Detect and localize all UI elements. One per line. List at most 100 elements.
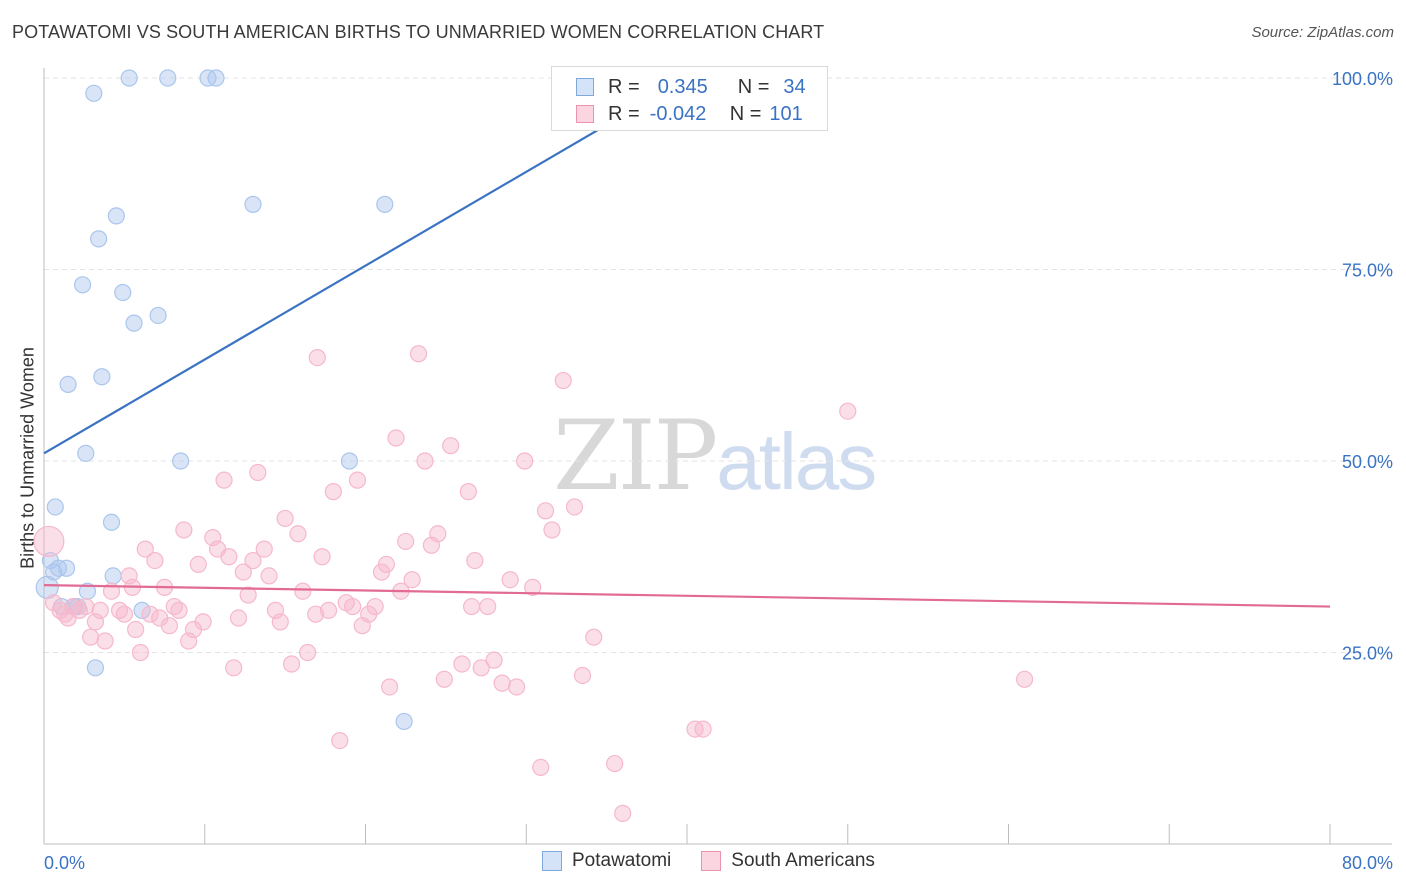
- south-american-point: [255, 540, 273, 558]
- legend-n-label: N =: [737, 75, 770, 98]
- south-american-point: [294, 582, 312, 600]
- south-american-point: [229, 609, 248, 627]
- south-american-point: [694, 720, 712, 738]
- south-american-point: [170, 601, 188, 619]
- south-american-point: [516, 452, 534, 470]
- bottom-legend-south-americans: South Americans: [701, 850, 875, 872]
- south-american-point: [115, 605, 133, 623]
- south-american-point: [307, 605, 325, 623]
- south-american-point: [459, 483, 477, 501]
- south-american-point: [397, 532, 415, 551]
- potawatomi-point: [172, 452, 190, 470]
- potawatomi-point: [120, 69, 138, 87]
- south-american-point: [289, 525, 307, 543]
- potawatomi-point: [107, 207, 125, 225]
- south-american-point: [33, 525, 65, 558]
- south-american-point: [462, 597, 481, 616]
- potawatomi-point: [376, 195, 394, 213]
- x-tick-label: 80.0%: [1342, 853, 1393, 873]
- potawatomi-point: [133, 601, 151, 619]
- legend-swatch-potawatomi: [576, 78, 594, 96]
- south-american-point: [260, 567, 278, 585]
- south-american-point: [96, 632, 114, 650]
- y-tick-label: 50.0%: [1342, 452, 1393, 472]
- south-american-point: [344, 597, 362, 616]
- south-american-point: [249, 463, 267, 482]
- south-american-point: [585, 628, 603, 646]
- south-american-point: [91, 601, 109, 619]
- potawatomi-point: [73, 276, 92, 294]
- potawatomi-trend-line: [43, 77, 688, 455]
- watermark-atlas: atlas: [716, 417, 877, 506]
- south-american-point: [565, 498, 584, 516]
- south-american-point: [331, 731, 349, 750]
- y-axis-label: Births to Unmarried Women: [17, 347, 38, 569]
- south-american-point: [1015, 670, 1034, 688]
- south-american-point: [324, 483, 342, 501]
- legend-n-value: 101: [769, 102, 803, 125]
- potawatomi-point: [46, 498, 64, 516]
- south-american-point: [215, 471, 233, 489]
- south-american-point: [442, 437, 460, 455]
- south-american-point: [501, 571, 519, 589]
- source-label: Source: ZipAtlas.com: [1251, 24, 1394, 41]
- south-american-point: [554, 371, 572, 390]
- legend-row-potawatomi: R = 0.345 N = 34: [576, 74, 806, 100]
- south-american-point: [409, 345, 428, 363]
- potawatomi-point: [159, 69, 177, 87]
- south-american-point: [381, 678, 399, 696]
- chart-title: POTAWATOMI VS SOUTH AMERICAN BIRTHS TO U…: [12, 22, 825, 42]
- bottom-legend-swatch-south-americans: [701, 851, 722, 871]
- legend-swatch-south-americans: [576, 105, 594, 123]
- south-american-point: [131, 643, 150, 662]
- south-american-point: [313, 548, 331, 566]
- south-american-point: [282, 655, 301, 673]
- potawatomi-point: [102, 513, 121, 531]
- south-american-point: [839, 402, 857, 420]
- south-american-point: [472, 659, 490, 677]
- south-american-point: [614, 804, 632, 822]
- south-american-point: [532, 758, 550, 777]
- south-american-point: [493, 674, 511, 692]
- south-american-point: [146, 551, 164, 570]
- south-american-point: [175, 521, 193, 539]
- south-american-point: [77, 597, 95, 616]
- legend-r-value: 0.345: [657, 75, 708, 98]
- bottom-legend-potawatomi: Potawatomi: [542, 850, 671, 872]
- south-american-point: [160, 617, 178, 635]
- potawatomi-point: [93, 368, 111, 386]
- south-american-point: [435, 670, 453, 688]
- south-american-point: [189, 555, 207, 574]
- potawatomi-point: [85, 84, 103, 102]
- south-american-point: [403, 571, 421, 589]
- south-american-point: [239, 586, 257, 604]
- legend-n-label: N =: [729, 102, 762, 125]
- bottom-legend-swatch-potawatomi: [542, 851, 562, 871]
- y-tick-label: 25.0%: [1342, 644, 1393, 664]
- potawatomi-point: [244, 195, 262, 213]
- potawatomi-point: [59, 375, 77, 393]
- legend-n-value: 34: [783, 75, 806, 98]
- south-american-point: [429, 525, 447, 543]
- watermark: ZIPatlas: [553, 400, 877, 512]
- potawatomi-point: [77, 444, 95, 462]
- south-american-point: [366, 597, 384, 616]
- south-american-point: [276, 509, 294, 528]
- y-tick-label: 75.0%: [1342, 261, 1393, 281]
- watermark-zip: ZIP: [553, 400, 718, 512]
- south-american-point: [220, 548, 238, 566]
- legend-r-value: -0.042: [649, 102, 707, 125]
- south-american-point: [234, 563, 252, 581]
- potawatomi-point: [57, 559, 76, 577]
- south-american-point: [127, 620, 145, 639]
- south-american-point: [606, 754, 624, 773]
- y-tick-label: 100.0%: [1332, 69, 1393, 89]
- potawatomi-point: [340, 452, 359, 470]
- south-american-point: [225, 659, 243, 677]
- south-american-point: [308, 348, 326, 367]
- south-american-point: [485, 651, 503, 669]
- south-american-point: [573, 666, 592, 685]
- x-tick-label: 0.0%: [44, 853, 85, 873]
- potawatomi-point: [149, 306, 167, 325]
- south-american-point: [543, 521, 561, 539]
